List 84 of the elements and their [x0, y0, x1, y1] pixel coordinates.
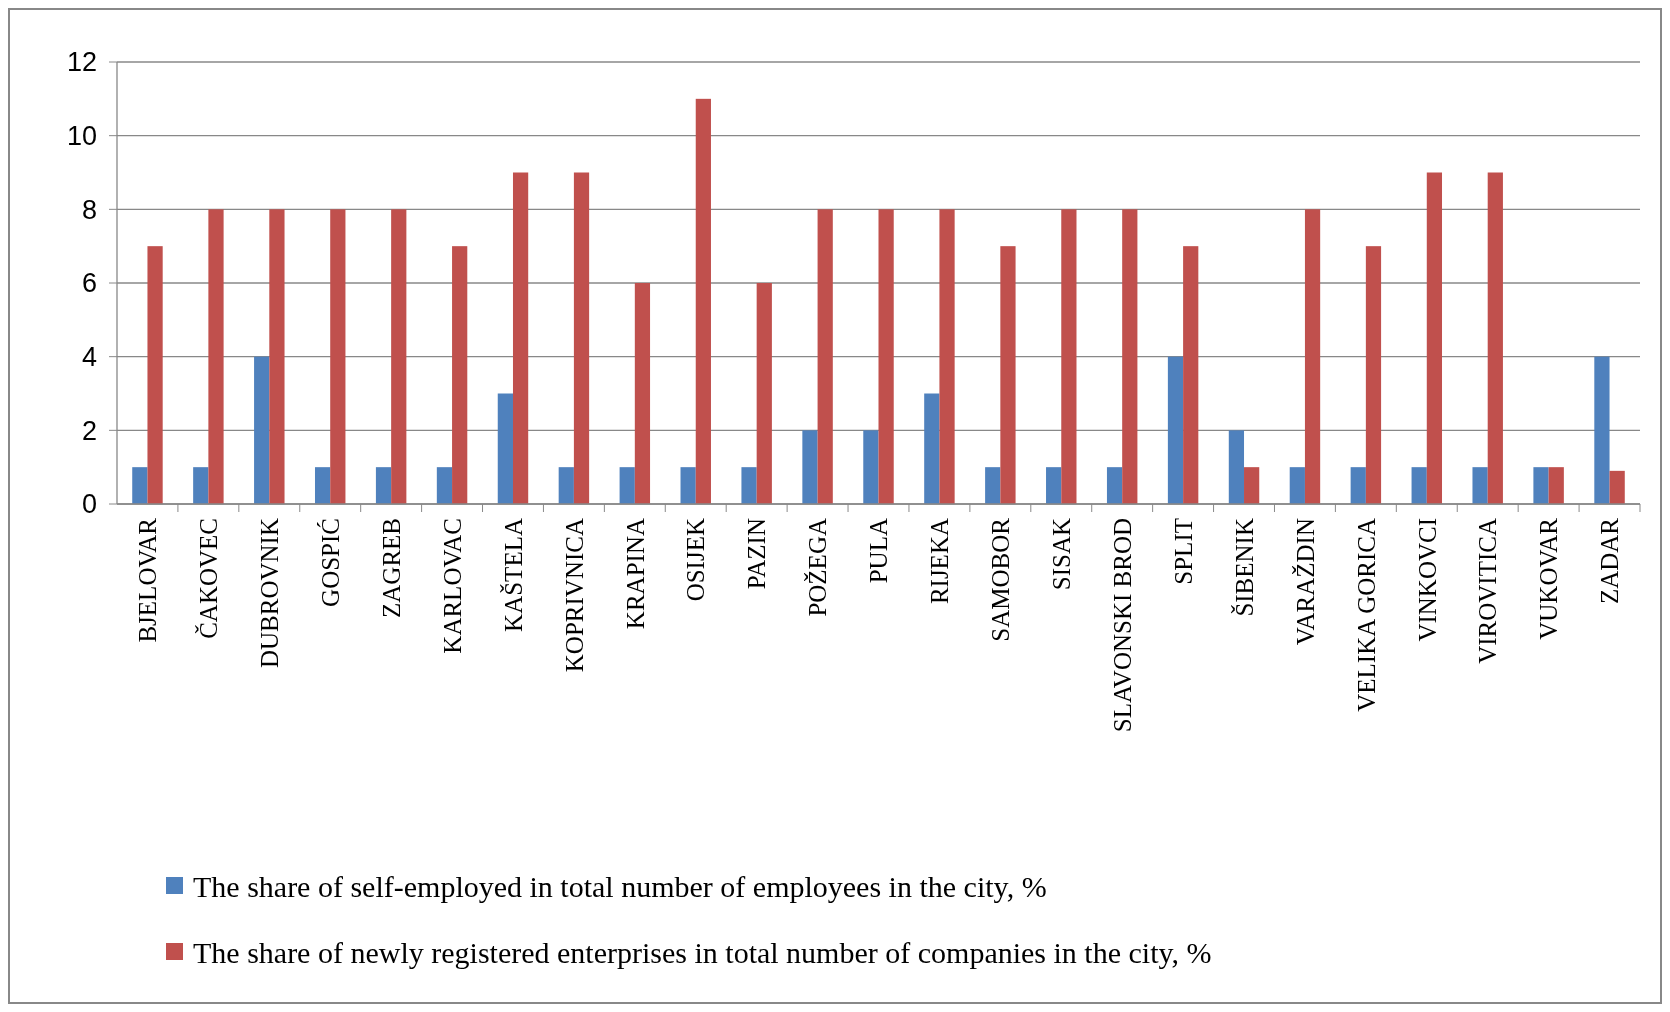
bar: [193, 467, 209, 504]
x-tick-label: KRAPINA: [621, 518, 649, 630]
bar: [863, 430, 879, 504]
bar: [1426, 172, 1443, 504]
bar: [619, 467, 635, 504]
bar: [1000, 246, 1016, 504]
x-tick-label: PULA: [865, 518, 893, 584]
x-tick-label: PAZIN: [743, 518, 771, 590]
bar: [208, 209, 224, 504]
x-tick-label: DUBROVNIK: [256, 518, 284, 668]
bar: [680, 467, 696, 504]
x-tick-label: GOSPIĆ: [316, 518, 344, 607]
bar: [1046, 467, 1062, 504]
bar: [512, 172, 529, 504]
y-tick-label: 6: [81, 268, 97, 299]
y-tick-label: 0: [81, 489, 97, 520]
bar: [1472, 467, 1488, 504]
x-tick-label: POŽEGA: [804, 518, 832, 617]
x-tick-label: OSIJEK: [682, 518, 710, 602]
x-tick-label: VIROVITICA: [1474, 518, 1502, 664]
bar: [269, 209, 285, 504]
bar: [985, 467, 1001, 504]
bar: [254, 356, 270, 504]
y-tick-label: 8: [81, 194, 97, 225]
y-tick-label: 12: [66, 47, 97, 78]
x-tick-label: VUKOVAR: [1535, 517, 1563, 640]
bar: [452, 246, 468, 504]
bar: [497, 393, 513, 504]
bar: [314, 467, 331, 504]
bar: [1548, 467, 1564, 504]
y-tick-label: 10: [66, 121, 97, 152]
bar: [1350, 467, 1366, 504]
bar: [1411, 467, 1427, 504]
legend-label: The share of self-employed in total number of employees in the city, %: [193, 869, 1047, 903]
x-tick-label: SISAK: [1048, 518, 1076, 591]
x-tick-label: SLAVONSKI BROD: [1108, 518, 1136, 733]
bar: [330, 209, 346, 504]
bar: [1183, 246, 1199, 504]
bar: [695, 98, 711, 504]
x-tick-label: BJELOVAR: [134, 517, 162, 643]
bar: [1594, 356, 1610, 504]
bar: [756, 283, 772, 504]
x-tick-label: ČAKOVEC: [195, 518, 223, 639]
bar: [391, 209, 407, 504]
x-tick-label: RIJEKA: [926, 518, 954, 605]
bar: [1365, 246, 1382, 504]
bar: [132, 467, 148, 504]
x-tick-label: KOPRIVNICA: [560, 518, 588, 673]
x-tick-label: ZADAR: [1596, 517, 1624, 605]
bar: [375, 467, 392, 504]
bar: [1609, 470, 1625, 504]
x-tick-label: VELIKA GORICA: [1352, 518, 1380, 712]
x-tick-label: ZAGREB: [377, 518, 405, 618]
bar: [741, 467, 757, 504]
bar: [802, 430, 818, 504]
bar: [1289, 467, 1305, 504]
bar: [147, 246, 163, 504]
bar: [634, 283, 651, 504]
bar: [1167, 356, 1184, 504]
legend-label: The share of newly registered enterprises in total number of companies in the city, %: [193, 935, 1212, 969]
bar: [573, 172, 590, 504]
bar: [1122, 209, 1138, 504]
x-tick-label: SPLIT: [1169, 518, 1197, 585]
y-tick-label: 4: [81, 342, 97, 373]
x-tick-label: VARAŽDIN: [1291, 518, 1319, 646]
x-tick-label: SAMOBOR: [987, 517, 1015, 642]
bar: [1244, 467, 1260, 504]
bar: [1304, 209, 1321, 504]
x-tick-label: KARLOVAC: [438, 518, 466, 654]
bar: [1228, 430, 1245, 504]
x-tick-label: KAŠTELA: [498, 518, 527, 632]
bar: [878, 209, 894, 504]
bar: [558, 467, 574, 504]
bar: [924, 393, 940, 504]
y-tick-label: 2: [81, 415, 97, 446]
bar: [1106, 467, 1123, 504]
bar: [1533, 467, 1549, 504]
x-tick-label: VINKOVCI: [1413, 518, 1441, 642]
bar: [939, 209, 955, 504]
bar: [1061, 209, 1077, 504]
x-tick-label: ŠIBENIK: [1229, 518, 1258, 617]
bar: [1487, 172, 1503, 504]
bar: [436, 467, 453, 504]
bar: [817, 209, 833, 504]
